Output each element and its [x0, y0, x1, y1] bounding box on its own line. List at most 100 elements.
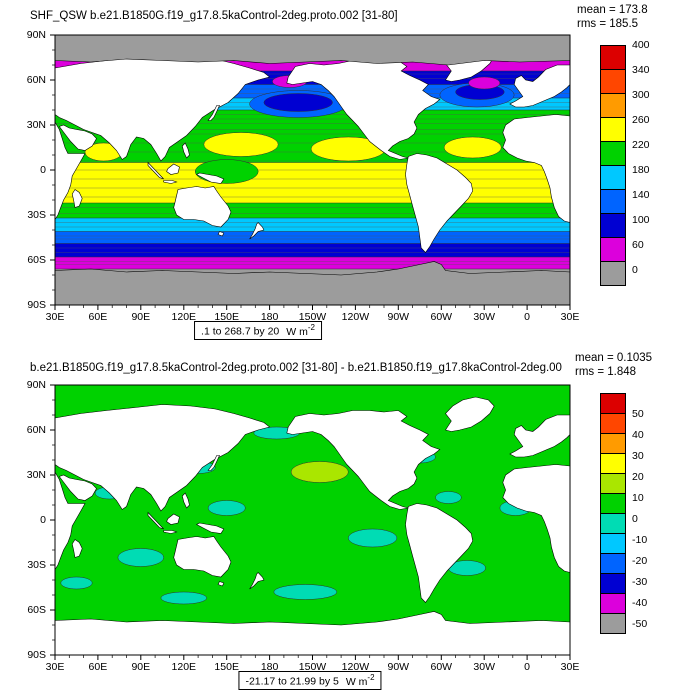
colorbar-tick-label: -30	[632, 576, 648, 588]
lon-tick-label: 120W	[341, 311, 370, 323]
land-java	[163, 530, 178, 534]
panel2-title: b.e21.B1850G.f19_g17.8.5kaControl-2deg.p…	[30, 362, 562, 374]
panel2-colorbar	[600, 393, 626, 634]
lon-tick-label: 30W	[473, 311, 495, 323]
lon-tick-label: 180	[260, 661, 279, 673]
panel2-contour-map	[50, 384, 571, 660]
zonal-band	[55, 257, 570, 269]
colorbar-box	[600, 393, 626, 414]
land-sumatra	[147, 161, 164, 180]
land-sumatra	[147, 511, 164, 530]
land-new-zealand	[249, 572, 265, 590]
colorbar-tick-label: 260	[632, 114, 650, 126]
land-africa-west	[502, 114, 571, 223]
land-africa-east	[54, 470, 86, 571]
land-greenland	[445, 396, 495, 432]
lon-tick-label: 150E	[214, 661, 239, 673]
lon-tick-label: 90E	[131, 661, 151, 673]
contour-feature	[435, 491, 462, 504]
colorbar-tick-label: -50	[632, 618, 648, 630]
panel2-mean-value: mean = 0.1035	[575, 352, 653, 364]
colorbar-box	[600, 141, 626, 166]
contour-feature	[273, 584, 338, 600]
colorbar-box	[600, 189, 626, 214]
lat-tick-label: 0	[40, 514, 46, 526]
land-new-guinea	[195, 172, 225, 184]
colorbar-box	[600, 573, 626, 594]
contour-feature	[194, 159, 259, 184]
contour-feature	[203, 132, 279, 157]
colorbar-tick-label: 140	[632, 189, 650, 201]
colorbar-tick-label: 60	[632, 239, 644, 251]
land-borneo	[166, 163, 180, 175]
colorbar-box	[600, 553, 626, 574]
contour-feature	[290, 461, 349, 483]
colorbar-tick-label: -20	[632, 555, 648, 567]
lat-tick-label: 30S	[27, 559, 46, 571]
colorbar-box	[600, 493, 626, 514]
colorbar-box	[600, 45, 626, 70]
colorbar-box	[600, 433, 626, 454]
land-africa-west	[502, 464, 571, 573]
colorbar-box	[600, 213, 626, 238]
caption-unit-text: W m	[286, 325, 308, 338]
land-south-america	[405, 153, 474, 253]
panel1-range-caption: .1 to 268.7 by 20 W m-2	[194, 321, 322, 340]
lon-tick-label: 30E	[45, 311, 65, 323]
land-borneo	[166, 513, 180, 525]
contour-feature	[263, 93, 333, 112]
colorbar-tick-label: 0	[632, 264, 638, 276]
land-eurasia	[54, 54, 271, 162]
lon-tick-label: 150W	[298, 311, 327, 323]
colorbar-tick-label: 0	[632, 513, 638, 525]
panel2-range-caption: -21.17 to 21.99 by 5 W m-2	[238, 671, 382, 690]
colorbar-box	[600, 513, 626, 534]
lon-tick-label: 60E	[88, 661, 108, 673]
land-tasmania	[217, 581, 225, 587]
lon-tick-label: 120W	[341, 661, 370, 673]
lon-tick-label: 120E	[171, 311, 197, 323]
land-arabia	[58, 124, 97, 151]
lon-tick-label: 0	[524, 311, 531, 323]
colorbar-box	[600, 69, 626, 94]
lat-tick-label: 60S	[27, 254, 46, 266]
zonal-band	[55, 203, 570, 218]
contour-feature	[468, 76, 501, 90]
land-madagascar	[71, 189, 83, 208]
colorbar-box	[600, 237, 626, 262]
lon-tick-label: 120E	[171, 661, 197, 673]
colorbar-box	[600, 533, 626, 554]
colorbar-tick-label: 20	[632, 471, 644, 483]
colorbar-tick-label: 40	[632, 429, 644, 441]
caption-range-text: .1 to 268.7 by 20	[201, 325, 280, 338]
land-arabia	[58, 474, 97, 501]
land-australia	[173, 186, 232, 228]
land-new-guinea	[195, 522, 225, 534]
contour-feature	[60, 576, 93, 590]
lon-tick-label: 30E	[560, 311, 580, 323]
land-new-zealand	[249, 222, 265, 240]
lon-tick-label: 90W	[387, 311, 410, 323]
colorbar-box	[600, 613, 626, 634]
lat-tick-label: 60S	[27, 604, 46, 616]
colorbar-tick-label: 180	[632, 164, 650, 176]
colorbar-box	[600, 413, 626, 434]
colorbar-box	[600, 117, 626, 142]
caption-unit-text: W m	[345, 675, 368, 688]
colorbar-tick-label: 50	[632, 408, 644, 420]
antarctic-cap	[54, 261, 571, 306]
colorbar-tick-label: -40	[632, 597, 648, 609]
colorbar-box	[600, 593, 626, 614]
lon-tick-label: 150W	[298, 661, 327, 673]
contour-feature	[117, 548, 164, 567]
lat-tick-label: 90S	[27, 649, 46, 661]
land-philippines	[181, 492, 190, 509]
panel1-colorbar	[600, 45, 626, 286]
caption-exponent-text: -2	[307, 323, 315, 332]
lat-tick-label: 60N	[26, 424, 46, 436]
colorbar-tick-label: 100	[632, 214, 650, 226]
colorbar-tick-label: 220	[632, 139, 650, 151]
colorbar-tick-label: 300	[632, 89, 650, 101]
lat-tick-label: 0	[40, 164, 46, 176]
colorbar-tick-label: 10	[632, 492, 644, 504]
